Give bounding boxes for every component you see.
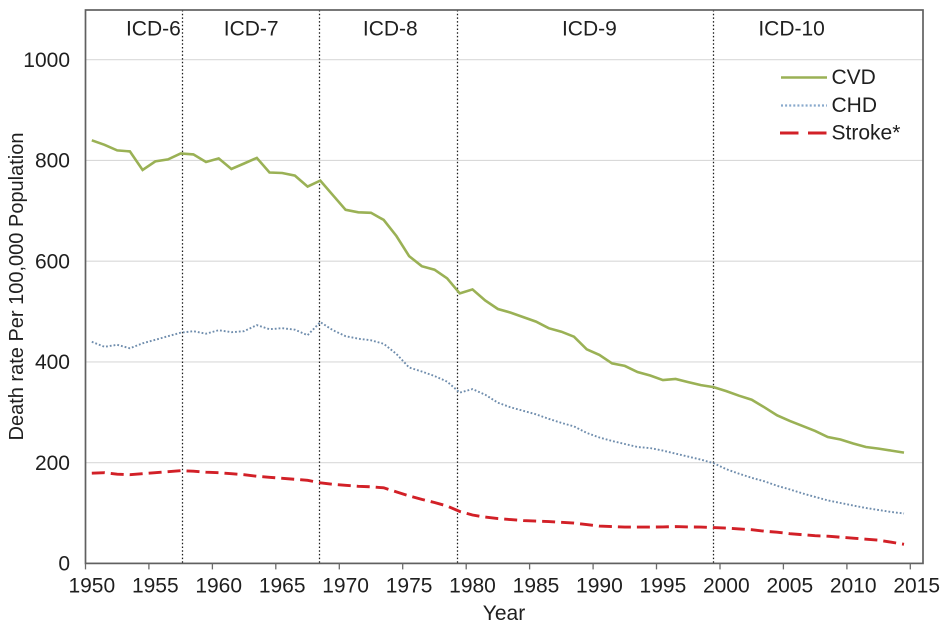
svg-text:1000: 1000 [23, 49, 70, 72]
svg-text:Year: Year [483, 602, 525, 625]
svg-text:ICD-8: ICD-8 [363, 18, 418, 41]
svg-text:2005: 2005 [766, 575, 813, 598]
svg-text:ICD-7: ICD-7 [224, 18, 279, 41]
svg-text:Death rate Per 100,000 Populat: Death rate Per 100,000 Population [6, 133, 28, 441]
svg-text:1995: 1995 [640, 575, 687, 598]
svg-text:1990: 1990 [576, 575, 623, 598]
svg-text:2010: 2010 [830, 575, 877, 598]
svg-text:1985: 1985 [513, 575, 560, 598]
svg-text:ICD-9: ICD-9 [562, 18, 617, 41]
svg-text:1980: 1980 [449, 575, 496, 598]
svg-text:CVD: CVD [832, 66, 876, 89]
svg-text:800: 800 [35, 150, 70, 173]
svg-text:2015: 2015 [893, 575, 940, 598]
svg-text:CHD: CHD [832, 94, 878, 117]
svg-text:1965: 1965 [259, 575, 306, 598]
svg-text:2000: 2000 [703, 575, 750, 598]
svg-text:1970: 1970 [322, 575, 369, 598]
svg-text:ICD-10: ICD-10 [758, 18, 825, 41]
svg-text:1975: 1975 [386, 575, 433, 598]
svg-text:1955: 1955 [132, 575, 179, 598]
svg-text:Stroke*: Stroke* [832, 122, 901, 145]
svg-text:1950: 1950 [68, 575, 115, 598]
svg-text:ICD-6: ICD-6 [126, 18, 181, 41]
svg-text:0: 0 [58, 553, 70, 576]
svg-text:600: 600 [35, 251, 70, 274]
svg-text:1960: 1960 [195, 575, 242, 598]
svg-text:400: 400 [35, 351, 70, 374]
svg-text:200: 200 [35, 452, 70, 475]
